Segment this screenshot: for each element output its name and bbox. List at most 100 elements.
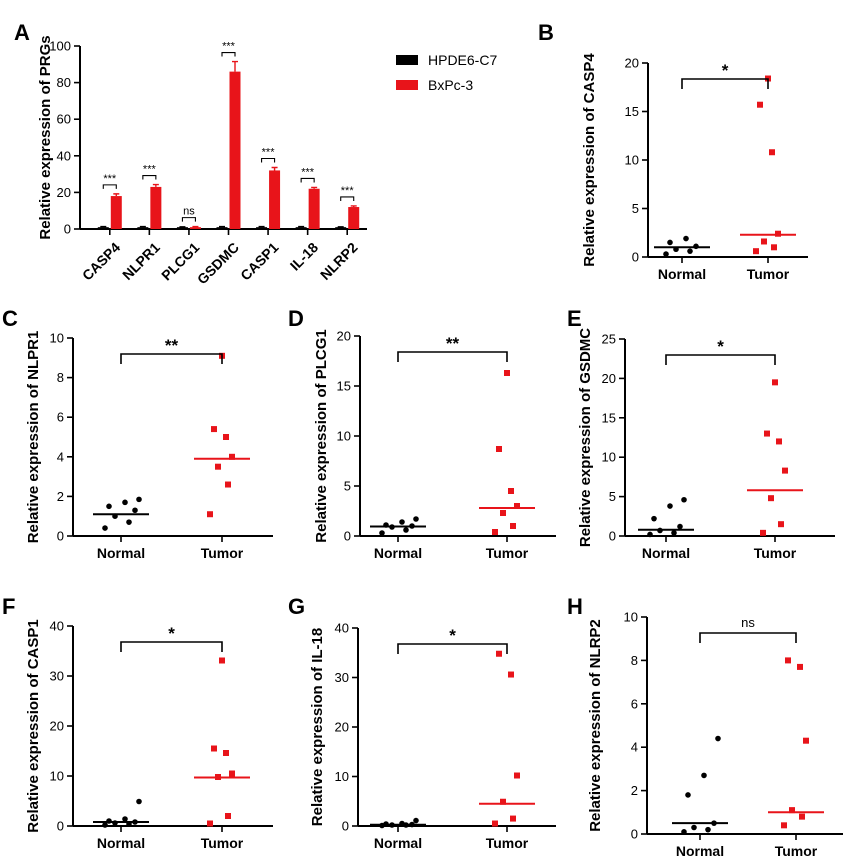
panel-c-y-tick-label: 10 (50, 331, 64, 346)
panel-a-bar-bxpc-3 (150, 186, 162, 229)
panel-a-legend-label-bxpc-3: BxPc-3 (428, 77, 473, 93)
panel-h-significance-bracket (699, 632, 797, 643)
panel-b-y-tick-label: 15 (625, 104, 639, 119)
panel-d-letter: D (288, 306, 304, 331)
panel-c-tumor-point (223, 434, 229, 440)
panel-f-normal-point (136, 798, 142, 805)
panel-b: B 0 5 10 15 20 Relative expression of CASP4 Nor… (538, 20, 808, 282)
panel-a-error-bar (232, 60, 238, 72)
panel-d-tumor-point (500, 510, 506, 516)
panel-c-tumor-point (229, 453, 235, 460)
panel-a-bar-hpde6-c7 (256, 227, 268, 229)
panel-a-y-tick-label: 40 (57, 148, 71, 163)
panel-b-y-tick-label: 10 (625, 153, 639, 168)
panel-b-y-tick-label: 5 (632, 201, 639, 216)
panel-b-y-axis-label: Relative expression of CASP4 (581, 53, 598, 267)
panel-c-y-tick-label: 0 (57, 529, 64, 544)
panel-b-x-tick-label-normal: Normal (658, 266, 706, 282)
panel-h-y-tick-label: 6 (631, 696, 638, 711)
panel-a-bar-hpde6-c7 (137, 227, 149, 229)
panel-d-y-tick-label: 20 (337, 329, 351, 344)
panel-f-y-tick-label: 0 (57, 819, 64, 834)
panel-e-y-tick-label: 25 (602, 332, 616, 347)
panel-e-y-tick-label: 20 (602, 371, 616, 386)
panel-e-significance-label: * (717, 337, 724, 356)
panel-a-significance-bracket (340, 196, 355, 201)
panel-e-tumor-point (772, 379, 778, 386)
panel-a-x-tick-label-casp1: CASP1 (237, 239, 281, 283)
panel-d-normal-point (403, 527, 409, 533)
panel-h-tumor-point (785, 657, 791, 664)
panel-a-bar-hpde6-c7 (176, 227, 188, 229)
panel-c-x-tick-label-normal: Normal (97, 545, 145, 561)
panel-a-legend-swatch-bxpc-3 (396, 80, 418, 90)
panel-e-tumor-point (776, 438, 782, 445)
panel-h-normal-point (715, 735, 721, 742)
panel-a-error-bar (271, 166, 278, 171)
panel-h-x-tick-label-normal: Normal (676, 843, 724, 859)
panel-a-legend: HPDE6-C7 BxPc-3 (396, 52, 497, 93)
panel-a-error-bar (219, 225, 225, 228)
panel-c-tumor-point (225, 481, 231, 488)
panel-a-x-tick-label-gsdmc: GSDMC (194, 239, 242, 287)
panel-g-tumor-point (496, 650, 502, 657)
panel-h-y-tick-label: 0 (631, 827, 638, 842)
panel-h-y-tick-label: 8 (631, 653, 638, 668)
panel-b-tumor-point (753, 248, 759, 255)
panel-g-letter: G (288, 594, 305, 619)
panel-e-tumor-point (764, 430, 770, 437)
panel-a-error-bar (350, 205, 357, 208)
panel-b-tumor-point (757, 101, 763, 108)
panel-g-tumor-point (492, 820, 498, 827)
panel-d-y-tick-label: 10 (337, 429, 351, 444)
panel-e-tumor-point (760, 529, 766, 536)
panel-a-significance-bracket (221, 52, 236, 57)
panel-f-x-tick-label-tumor: Tumor (201, 835, 244, 851)
panel-g-y-axis-label: Relative expression of IL-18 (309, 628, 326, 826)
panel-b-normal-point (687, 248, 693, 254)
panel-a-significance-label: *** (222, 41, 236, 53)
panel-e-normal-point (647, 531, 653, 538)
panel-c-tumor-point (215, 463, 221, 470)
panel-a-y-axis-label: Relative expression of PRGs (37, 35, 54, 239)
panel-c-y-tick-label: 8 (57, 370, 64, 385)
panel-d-significance-bracket (397, 351, 508, 362)
panel-h-tumor-point (797, 663, 803, 670)
panel-g-normal-point (413, 817, 419, 824)
panel-f-x-tick-label-normal: Normal (97, 835, 145, 851)
panel-f-normal-point (102, 822, 108, 828)
panel-e-letter: E (567, 306, 582, 331)
panel-g-x-tick-label-normal: Normal (374, 835, 422, 851)
panel-d-y-tick-label: 5 (344, 479, 351, 494)
panel-h-normal-point (705, 826, 711, 833)
panel-b-x-tick-label-tumor: Tumor (747, 266, 790, 282)
panel-f-significance-bracket (120, 641, 223, 652)
panel-g-tumor-point (500, 798, 506, 805)
panel-g-x-tick-label-tumor: Tumor (486, 835, 529, 851)
panel-e: E 0 5 10 15 20 25 Relative expression of GSDMC N… (567, 306, 835, 561)
panel-d-normal-point (399, 519, 405, 525)
panel-h-normal-point (685, 792, 691, 798)
panel-h-x-tick-label-tumor: Tumor (775, 843, 818, 859)
panel-a-error-bar (152, 183, 159, 187)
panel-g-tumor-point (514, 772, 520, 779)
panel-a-bar-hpde6-c7 (335, 227, 347, 229)
panel-f-y-axis-label: Relative expression of CASP1 (25, 619, 42, 832)
panel-a-error-bar (139, 225, 146, 228)
panel-a-significance-bracket (142, 174, 157, 180)
panel-d-tumor-point (492, 529, 498, 535)
panel-e-normal-point (671, 530, 677, 536)
panel-a-bar-bxpc-3 (110, 196, 122, 229)
panel-c-normal-point (126, 519, 132, 525)
panel-f-tumor-point (219, 657, 225, 664)
panel-d-tumor-point (514, 503, 520, 509)
panel-a-bar-bxpc-3 (269, 170, 281, 229)
panel-g: G 0 10 20 30 40 Relative expression of IL-18 No… (288, 594, 556, 851)
panel-a-y-tick-label: 0 (64, 222, 71, 237)
panel-e-significance-bracket (665, 354, 776, 365)
panel-b-tumor-point (771, 244, 777, 251)
panel-c-y-tick-label: 2 (57, 489, 64, 504)
panel-a-significance-bracket (102, 184, 117, 189)
